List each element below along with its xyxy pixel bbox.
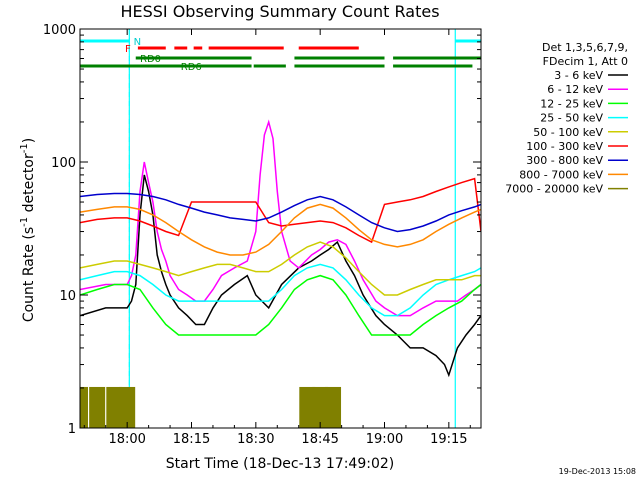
flag-label-f: F (125, 44, 131, 55)
legend-entry-label: 100 - 300 keV (526, 140, 603, 153)
y-tick-label: 1000 (43, 23, 76, 38)
legend-entry-label: 25 - 50 keV (540, 112, 603, 125)
flag-label-rd0: RD0 (140, 54, 161, 65)
legend-entry-label: 3 - 6 keV (554, 69, 603, 82)
x-tick-label: 18:15 (173, 432, 210, 447)
series-point (325, 386, 342, 428)
legend-entry-label: 6 - 12 keV (547, 83, 603, 96)
x-axis-label: Start Time (18-Dec-13 17:49:02) (166, 456, 394, 472)
series-point (312, 386, 329, 428)
flag-label-rd6: RD6 (181, 62, 202, 73)
x-tick-label: 18:00 (108, 432, 145, 447)
legend-entry-label: 800 - 7000 keV (519, 168, 603, 181)
y-tick-label: 1 (68, 422, 76, 437)
legend-entry-label: 300 - 800 keV (526, 154, 603, 167)
y-axis-ticks: 1 10 100 1000 (43, 23, 481, 437)
y-axis-label: Count Rate (s-1 detector-1) (19, 138, 37, 322)
legend-entry-label: 50 - 100 keV (533, 126, 603, 139)
series-line-2 (80, 274, 481, 336)
series-line-6 (80, 192, 481, 233)
series-line-7 (80, 203, 481, 256)
series-line-1 (80, 119, 481, 317)
flag-bars: NF RD0 RD6 (80, 37, 481, 73)
series-point (89, 386, 106, 428)
series-line-4 (80, 241, 481, 296)
flag-label-n: N (134, 37, 141, 48)
legend-header: FDecim 1, Att 0 (543, 55, 628, 68)
legend-entry-label: 7000 - 20000 keV (505, 183, 603, 196)
series-point (119, 386, 136, 428)
x-axis-ticks: 18:00 18:15 18:30 18:45 19:00 19:15 (83, 29, 471, 447)
x-tick-label: 19:15 (430, 432, 467, 447)
footer-date: 19-Dec-2013 15:08 (559, 467, 636, 476)
legend-entry-label: 12 - 25 keV (540, 97, 603, 110)
x-tick-label: 18:45 (301, 432, 338, 447)
x-tick-label: 19:00 (366, 432, 403, 447)
series-point (106, 386, 123, 428)
legend: Det 1,3,5,6,7,9,FDecim 1, Att 03 - 6 keV… (505, 41, 628, 196)
chart-title: HESSI Observing Summary Count Rates (120, 2, 439, 21)
y-tick-label: 100 (51, 156, 76, 171)
series-point (299, 386, 316, 428)
x-tick-label: 18:30 (237, 432, 274, 447)
plot-frame (79, 28, 482, 429)
y-tick-label: 10 (59, 289, 76, 304)
legend-header: Det 1,3,5,6,7,9, (542, 41, 628, 54)
series-point (80, 386, 88, 428)
series-line-3 (80, 263, 481, 317)
series-lines (80, 119, 481, 428)
